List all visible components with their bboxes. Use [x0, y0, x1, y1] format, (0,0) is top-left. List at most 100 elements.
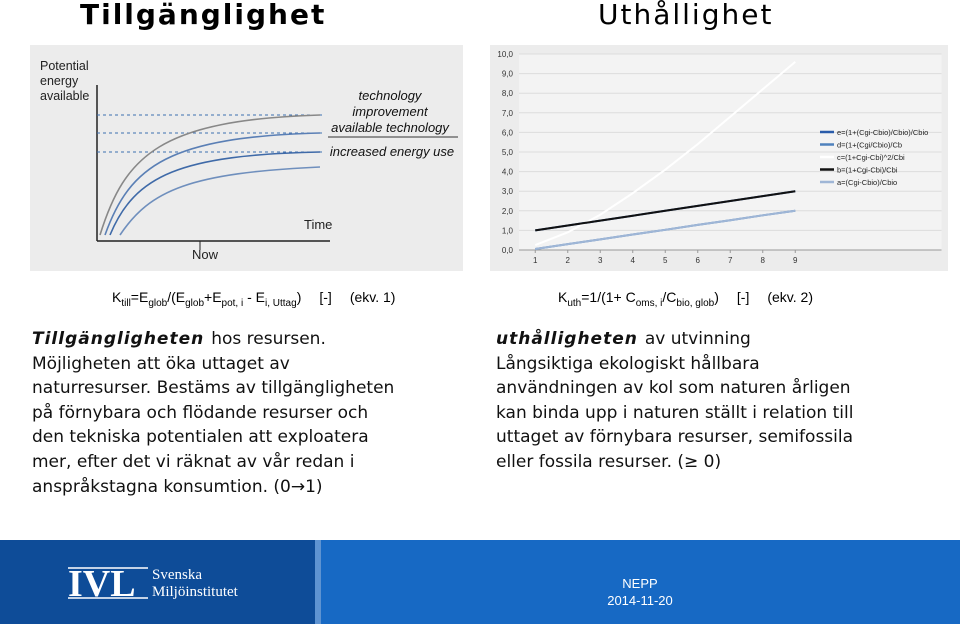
y-tick-label: 9,0	[502, 70, 514, 79]
formula-part: till	[121, 297, 131, 309]
logo: IVL	[68, 563, 136, 605]
schematic-bg	[30, 45, 463, 271]
formula-part: K	[112, 289, 122, 305]
x-tick-label: 1	[533, 256, 538, 265]
legend-label: d=(1+(Cgi/Cbio)/Cb	[837, 141, 902, 150]
text-line: användningen av kol som naturen årligen	[496, 376, 853, 401]
line-text: eller fossila resurser. (≥ 0)	[496, 451, 722, 472]
y-label-line: energy	[40, 74, 79, 88]
text-line: Tillgängligheten hos resursen.	[32, 327, 394, 352]
y-tick-label: 6,0	[502, 128, 514, 137]
org: Svenska	[152, 567, 202, 583]
notes: technology improvement available technol…	[330, 88, 454, 159]
right-text: uthålligheten av utvinning Långsiktiga eko…	[496, 327, 853, 475]
series-line	[534, 61, 796, 247]
formula-ref: (ekv. 1)	[349, 289, 396, 305]
x-tick-label: 9	[793, 256, 798, 265]
curve	[119, 166, 321, 236]
y-tick-label: 0,0	[502, 246, 514, 255]
note: improvement	[352, 104, 429, 119]
formula-part: - E	[243, 289, 265, 305]
text-line: kan binda upp i naturen ställt i relatio…	[496, 401, 853, 426]
text-line: eller fossila resurser. (≥ 0)	[496, 450, 853, 475]
formula-part: pot, i	[221, 297, 244, 309]
x-tick-label: 6	[696, 256, 701, 265]
org: Miljöinstitutet	[152, 584, 239, 600]
dashes	[97, 114, 322, 153]
y-tick-label: 4,0	[502, 168, 514, 177]
series-line	[535, 209, 796, 251]
formula-part: oms, i	[635, 297, 663, 309]
legend-label: e=(1+(Cgi-Cbio)/Cbio)/Cbio	[837, 128, 928, 137]
text-line: Möjligheten att öka uttaget av	[32, 352, 394, 377]
formula-part: =1/(1+ C	[581, 289, 636, 305]
formula-part: /(E	[167, 289, 186, 305]
line-text: användningen av kol som naturen årligen	[496, 378, 851, 399]
line-text: hos resursen.	[211, 329, 326, 349]
formula-unit: [-]	[736, 289, 750, 305]
text-line: anspråkstagna konsumtion. (0→1)	[32, 475, 394, 500]
line-text: mer, efter det vi räknat av vår redan i	[32, 451, 355, 472]
x-tick-label: 7	[728, 256, 733, 265]
formula-part: i, Uttag	[265, 297, 297, 309]
formula-part: uth	[567, 297, 582, 309]
footer-sep	[315, 540, 321, 624]
y-tick-label: 2,0	[502, 207, 514, 216]
now-label: Now	[192, 247, 219, 262]
line-text: Möjligheten att öka uttaget av	[32, 353, 290, 374]
legend-label: a=(Cgi-Cbio)/Cbio	[837, 178, 897, 187]
x-tick-label: 5	[663, 256, 668, 265]
curve	[104, 132, 321, 236]
formula-part: /C	[662, 289, 677, 305]
text-line: naturresurser. Bestäms av tillgänglighet…	[32, 376, 394, 401]
y-label-line: available	[40, 89, 89, 103]
line-text: på förnybara och flödande resurser och	[32, 402, 369, 423]
formula-part: )	[714, 289, 719, 305]
x-label: Time	[304, 217, 332, 232]
line-text: uttaget av förnybara resurser, semifossi…	[496, 427, 854, 448]
line-text: naturresurser. Bestäms av tillgänglighet…	[32, 378, 395, 399]
footer-right	[321, 540, 960, 624]
text-line: Långsiktiga ekologiskt hållbara	[496, 352, 853, 377]
title-right: Uthållighet	[598, 0, 774, 31]
x-tick-label: 8	[761, 256, 766, 265]
schematic: Potential energy available technology im…	[30, 45, 463, 271]
title-left: Tillgänglighet	[80, 0, 327, 31]
y-tick-label: 3,0	[502, 187, 514, 196]
lead-word: Tillgängligheten	[32, 329, 205, 349]
formula-ref: (ekv. 2)	[767, 289, 813, 305]
text-line: uttaget av förnybara resurser, semifossi…	[496, 425, 853, 450]
y-tick-label: 1,0	[502, 226, 514, 235]
formula-part: =E	[130, 289, 149, 305]
y-tick-label: 5,0	[502, 148, 514, 157]
y-label-line: Potential	[40, 59, 89, 73]
curves	[99, 114, 321, 236]
formula-part: K	[558, 289, 568, 305]
line-text: Långsiktiga ekologiskt hållbara	[496, 353, 760, 374]
event: NEPP	[622, 576, 657, 591]
legend-label: b=(1+Cgi-Cbi)/Cbi	[837, 166, 898, 175]
text-line: uthålligheten av utvinning	[496, 327, 853, 352]
formula-part: glob	[185, 297, 205, 309]
footer-left	[0, 540, 315, 624]
formula-part: +E	[204, 289, 222, 305]
series-line	[535, 190, 796, 232]
curve	[99, 114, 321, 236]
line-text: den tekniska potentialen att exploatera	[32, 427, 369, 448]
formula-part: )	[296, 289, 302, 305]
formula-unit: [-]	[319, 289, 332, 305]
text-line: på förnybara och flödande resurser och	[32, 401, 394, 426]
text-line: den tekniska potentialen att exploatera	[32, 425, 394, 450]
line-text: av utvinning	[644, 329, 751, 349]
legend-label: c=(1+Cgi-Cbi)^2/Cbi	[837, 153, 905, 162]
lead-word: uthålligheten	[496, 329, 638, 349]
formula-part: bio, glob	[676, 297, 715, 309]
x-tick-label: 2	[566, 256, 571, 265]
note: available technology	[331, 120, 450, 135]
text-line: mer, efter det vi räknat av vår redan i	[32, 450, 394, 475]
note: technology	[359, 88, 423, 103]
left-text: Tillgängligheten hos resursen. Möjligheten…	[32, 327, 394, 499]
y-label: Potential energy available	[40, 59, 89, 103]
y-tick-label: 10,0	[497, 50, 513, 59]
x-tick-label: 3	[598, 256, 603, 265]
